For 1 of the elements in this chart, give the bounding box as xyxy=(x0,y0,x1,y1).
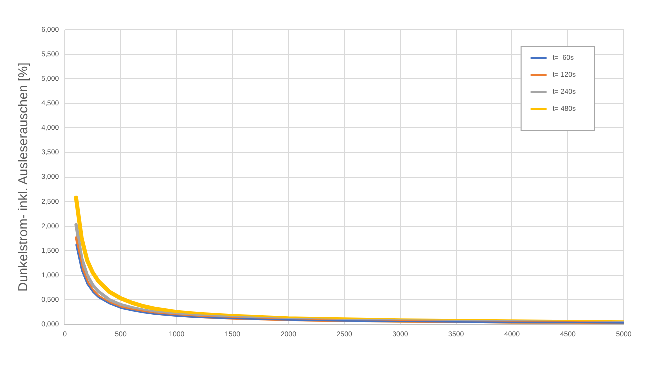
y-axis-title: Dunkelstrom- inkl. Ausleserauschen [%] xyxy=(15,62,30,292)
